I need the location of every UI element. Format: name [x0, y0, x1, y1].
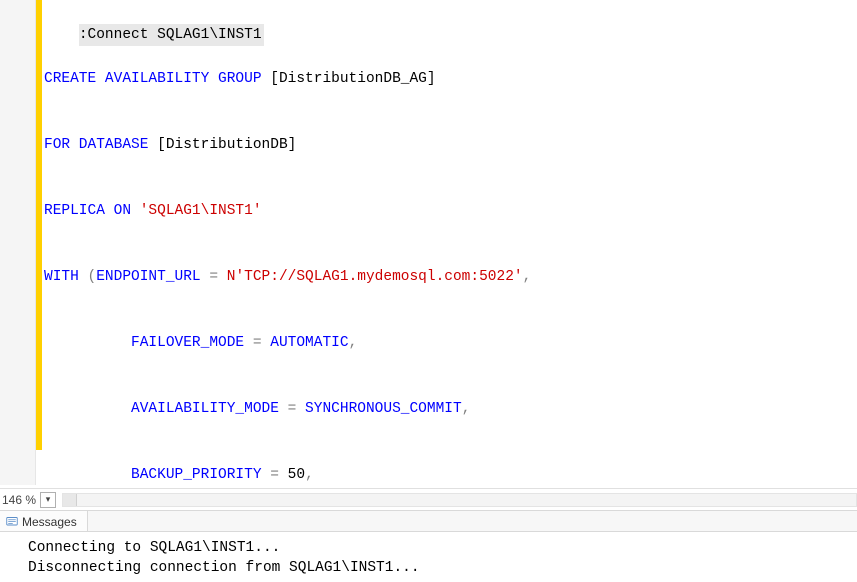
- messages-line: Disconnecting connection from SQLAG1\INS…: [28, 560, 420, 576]
- zoom-value[interactable]: 146 %: [0, 493, 40, 507]
- line-gutter: [0, 0, 36, 485]
- tab-messages[interactable]: Messages: [0, 511, 88, 531]
- messages-icon: [6, 516, 18, 528]
- tab-messages-label: Messages: [22, 515, 77, 529]
- code-line[interactable]: FOR DATABASE [DistributionDB]: [44, 134, 857, 156]
- messages-line: Connecting to SQLAG1\INST1...: [28, 540, 280, 556]
- messages-output[interactable]: Connecting to SQLAG1\INST1... Disconnect…: [0, 532, 857, 582]
- code-line[interactable]: FAILOVER_MODE = AUTOMATIC,: [44, 332, 857, 354]
- code-line[interactable]: BACKUP_PRIORITY = 50,: [44, 464, 857, 485]
- code-line[interactable]: REPLICA ON 'SQLAG1\INST1': [44, 200, 857, 222]
- code-line[interactable]: AVAILABILITY_MODE = SYNCHRONOUS_COMMIT,: [44, 398, 857, 420]
- zoom-dropdown[interactable]: ▾: [40, 492, 56, 508]
- code-line[interactable]: WITH (ENDPOINT_URL = N'TCP://SQLAG1.myde…: [44, 266, 857, 288]
- zoom-bar: 146 % ▾: [0, 488, 857, 510]
- results-tabs: Messages: [0, 510, 857, 532]
- horizontal-scrollbar[interactable]: [62, 493, 857, 507]
- code-line[interactable]: :Connect SQLAG1\INST1: [79, 24, 264, 46]
- code-text[interactable]: :Connect SQLAG1\INST1 CREATE AVAILABILIT…: [44, 2, 857, 485]
- sql-editor[interactable]: :Connect SQLAG1\INST1 CREATE AVAILABILIT…: [0, 0, 857, 485]
- change-marker: [36, 0, 42, 450]
- code-line[interactable]: CREATE AVAILABILITY GROUP [DistributionD…: [44, 68, 857, 90]
- scroll-button-left[interactable]: [63, 494, 77, 506]
